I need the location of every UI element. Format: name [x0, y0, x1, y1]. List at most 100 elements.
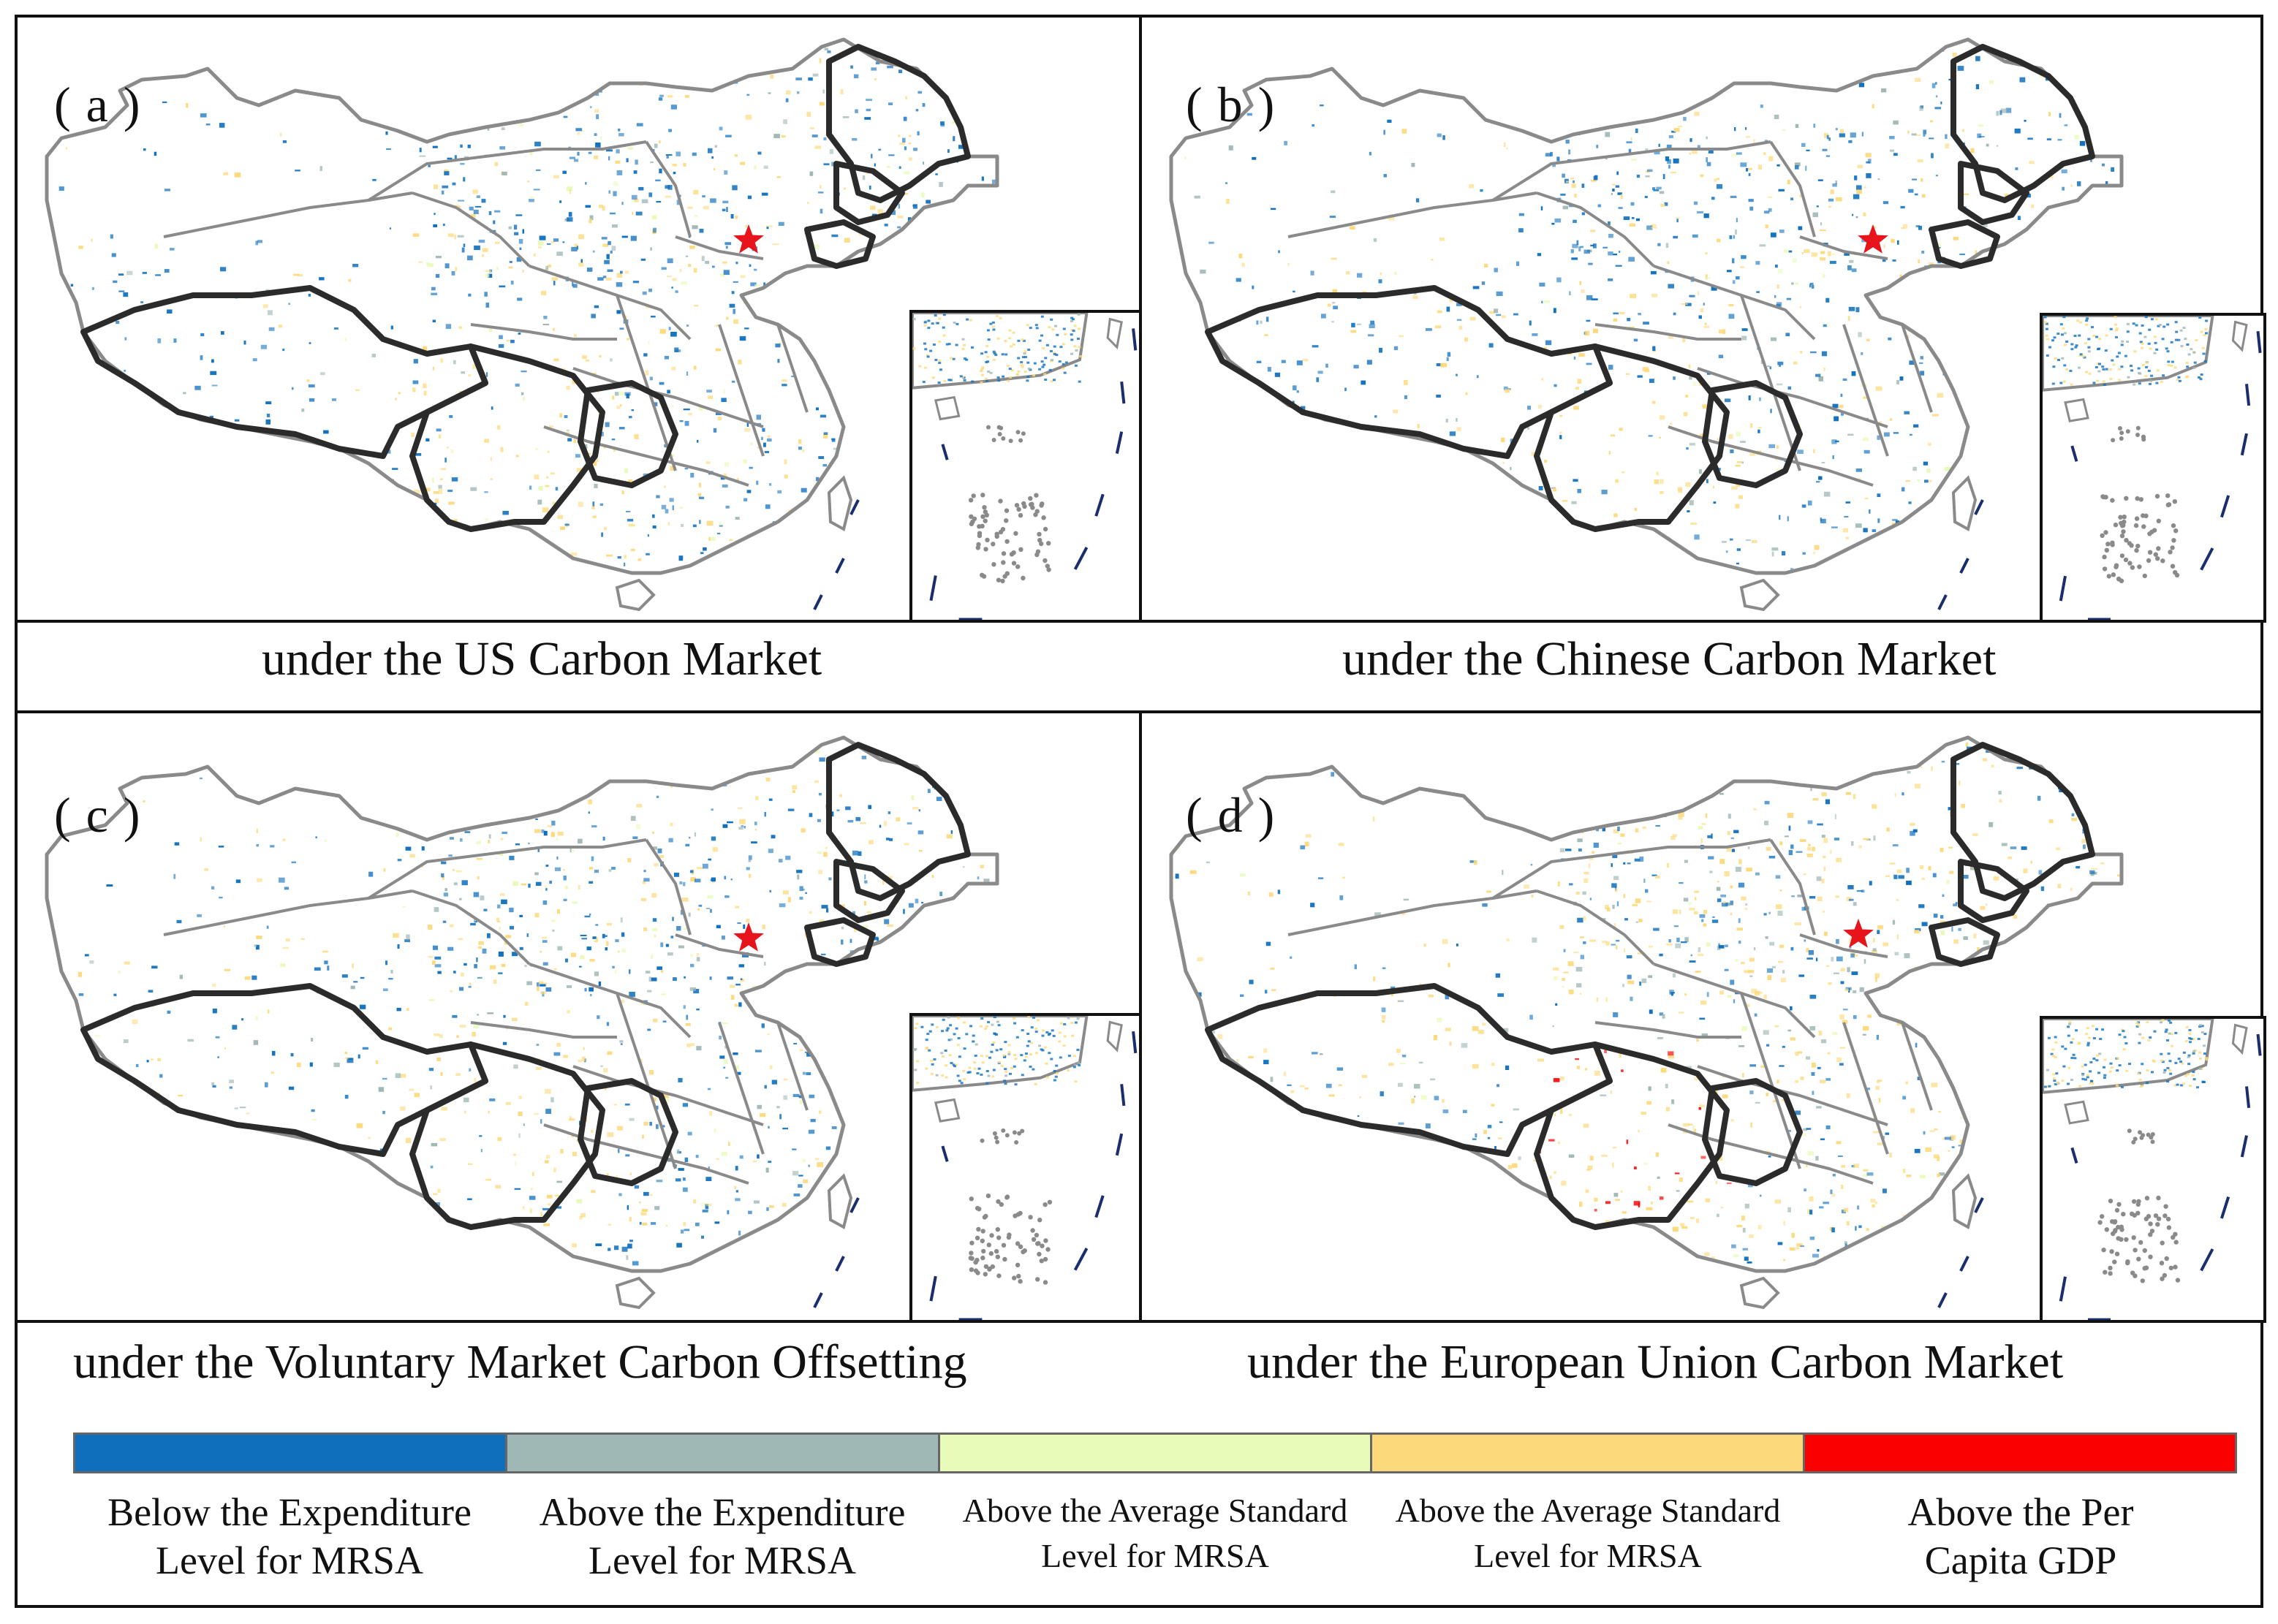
island-dot — [2119, 436, 2124, 441]
island-dot — [1037, 531, 1042, 537]
island-dot — [1037, 537, 1042, 543]
island-dot — [1004, 518, 1009, 523]
island-dot — [1021, 431, 1026, 436]
province-boundary — [616, 993, 677, 1169]
china-map — [45, 735, 999, 1310]
island-dot — [1018, 438, 1023, 443]
highlighted-region-border — [1702, 380, 1803, 488]
island-dot — [1013, 531, 1018, 536]
nine-dash-segment — [2220, 1196, 2230, 1219]
nine-dash-segment — [2059, 1276, 2067, 1302]
island-dot — [2119, 534, 2125, 539]
hainan-island — [1739, 1276, 1780, 1310]
nine-dash-segment — [2200, 547, 2214, 571]
nine-dash-segment — [2245, 1086, 2251, 1109]
legend-swatch — [1372, 1435, 1805, 1471]
island-dot — [1007, 1232, 1012, 1237]
legend-label: Below the Expenditure Level for MRSA — [107, 1490, 472, 1582]
island-dot — [1004, 1133, 1010, 1138]
island-dot — [2127, 1128, 2132, 1134]
island-dot — [2137, 564, 2142, 569]
south-china-sea-inset — [909, 310, 1142, 623]
island-dot — [1035, 1277, 1040, 1282]
legend-swatch — [1804, 1435, 2236, 1471]
island-dot — [995, 1139, 1000, 1145]
province-boundary — [1668, 425, 1874, 487]
island-dot — [1012, 1130, 1017, 1135]
island-dot — [1028, 496, 1033, 501]
island-dot — [2114, 1251, 2120, 1256]
island-dot — [983, 1272, 988, 1277]
island-dot — [1017, 1131, 1022, 1136]
province-boundary — [367, 140, 647, 202]
island-dot — [1001, 560, 1006, 565]
island-dot — [2160, 1276, 2165, 1281]
island-dot — [2133, 1137, 2138, 1142]
island-dot — [2170, 564, 2176, 569]
province-boundary — [367, 838, 647, 900]
island-dot — [2119, 1227, 2124, 1232]
map-panel-c: ( c ) — [18, 713, 1142, 1323]
island-dot — [2132, 1213, 2137, 1218]
island-dot — [2097, 1220, 2103, 1225]
island-dot — [991, 562, 996, 567]
taiwan-island — [1951, 475, 1978, 532]
island-dot — [975, 1270, 980, 1275]
land-area — [47, 737, 997, 1271]
island-dot — [2160, 558, 2165, 564]
nine-dash-segment — [2059, 575, 2067, 602]
legend-color-bar — [73, 1433, 2237, 1473]
island-dot — [969, 521, 975, 527]
taiwan-island — [827, 1173, 853, 1230]
island-dot — [980, 1238, 985, 1243]
island-dot — [1030, 1228, 1035, 1233]
star-icon — [733, 922, 764, 952]
island-dot — [2141, 437, 2146, 442]
island-dot — [977, 1207, 982, 1212]
inset-map — [2043, 1019, 2262, 1320]
island-dot — [2146, 1214, 2152, 1219]
island-dot — [2124, 1237, 2129, 1242]
island-dot — [996, 577, 1002, 583]
island-dot — [1040, 1243, 1045, 1248]
island-dot — [1042, 1256, 1048, 1262]
island-dot — [2102, 566, 2108, 572]
nine-dash-segment — [2256, 1033, 2262, 1056]
island-dot — [2149, 1135, 2154, 1140]
island-dot — [1042, 558, 1048, 564]
island-dot — [2147, 550, 2153, 555]
inset-hainan — [2064, 1100, 2089, 1125]
province-boundary — [1697, 367, 1888, 428]
island-dot — [976, 542, 981, 547]
province-boundary — [1799, 933, 1888, 958]
inset-hainan — [2064, 398, 2089, 422]
province-boundary — [616, 295, 677, 471]
island-dot — [1018, 1210, 1023, 1216]
island-dot — [2149, 1229, 2155, 1234]
island-dot — [2141, 524, 2146, 529]
island-dot — [1004, 508, 1010, 513]
legend-label: Above the Average Standard Level for MRSA — [1395, 1492, 1781, 1574]
province-boundary — [1697, 1065, 1888, 1126]
island-dot — [2125, 1259, 2130, 1264]
island-dot — [969, 514, 974, 519]
island-dot — [2131, 1139, 2136, 1145]
island-dot — [2166, 1225, 2172, 1230]
island-dot — [2122, 515, 2127, 520]
island-dot — [2165, 493, 2171, 498]
panel-label: ( c ) — [54, 787, 142, 843]
inset-taiwan — [2231, 320, 2248, 352]
island-dot — [2119, 553, 2125, 558]
highlighted-region-border — [1958, 859, 2029, 923]
island-dot — [2133, 523, 2139, 528]
island-dot — [2125, 429, 2130, 434]
island-dot — [2106, 574, 2111, 579]
island-dot — [1022, 504, 1027, 509]
boundary-dash — [813, 594, 823, 610]
island-dot — [2171, 538, 2176, 543]
island-dot — [991, 542, 996, 547]
boundary-dash — [1937, 1292, 1948, 1308]
province-boundary — [645, 140, 692, 238]
island-dot — [2138, 1130, 2142, 1135]
country-boundary — [1169, 735, 2124, 1273]
